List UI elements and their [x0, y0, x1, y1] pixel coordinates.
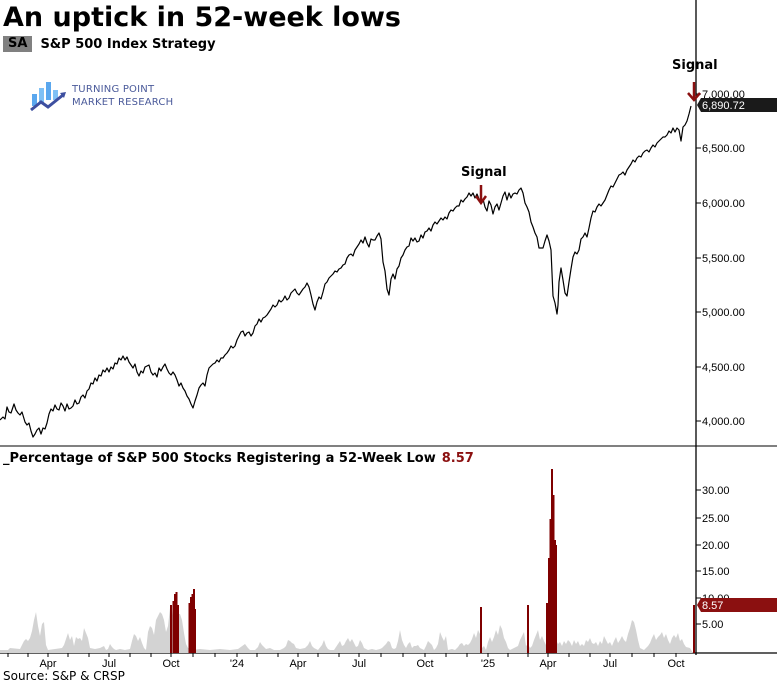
x-label-jul-23: Jul — [102, 658, 116, 670]
x-label-apr-25: Apr — [539, 658, 556, 670]
y-tick-15: 15.00 — [702, 566, 730, 578]
last-value-tag-upper: 6,890.72 — [697, 98, 777, 112]
lows-histogram-gray — [0, 608, 693, 653]
y-tick-4500: 4,500.00 — [702, 362, 745, 374]
x-label-apr-24: Apr — [289, 658, 306, 670]
x-label-oct-25: Oct — [667, 658, 684, 670]
lows-histogram-signal-bars — [170, 469, 695, 653]
last-value-tag-lower: 8.57 — [697, 598, 777, 612]
x-label-jul-24: Jul — [352, 658, 366, 670]
last-value-upper: 6,890.72 — [702, 100, 745, 112]
y-tick-20: 20.00 — [702, 540, 730, 552]
sp500-line — [0, 105, 692, 438]
last-value-lower: 8.57 — [702, 600, 723, 612]
x-label-apr-23: Apr — [39, 658, 56, 670]
y-tick-6500: 6,500.00 — [702, 143, 745, 155]
logo-line-2: MARKET RESEARCH — [72, 97, 174, 108]
logo-chart-icon — [30, 82, 66, 112]
y-tick-5000: 5,000.00 — [702, 307, 745, 319]
y-tick-5500: 5,500.00 — [702, 253, 745, 265]
lower-panel-title: _Percentage of S&P 500 Stocks Registerin… — [3, 451, 474, 466]
x-label-25: '25 — [481, 658, 495, 670]
signal-label-1: Signal — [461, 165, 507, 180]
x-label-oct-24: Oct — [416, 658, 433, 670]
signal-arrow-2 — [687, 82, 701, 102]
upper-y-ticks: 7,000.00 6,500.00 6,000.00 5,500.00 5,00… — [696, 89, 745, 428]
logo-line-1: TURNING POINT — [72, 84, 155, 95]
x-label-jul-25: Jul — [603, 658, 617, 670]
x-labels: Apr Jul Oct '24 Apr Jul Oct '25 Apr Jul … — [39, 658, 684, 670]
y-tick-5: 5.00 — [702, 619, 723, 631]
chart-title: An uptick in 52-week lows — [3, 2, 401, 33]
x-label-oct-23: Oct — [162, 658, 179, 670]
lower-panel-title-text: _Percentage of S&P 500 Stocks Registerin… — [3, 451, 436, 466]
logo: TURNING POINT MARKET RESEARCH — [30, 80, 173, 112]
legend-label: S&P 500 Index Strategy — [40, 36, 216, 52]
y-tick-25: 25.00 — [702, 513, 730, 525]
signal-arrow-1 — [474, 185, 488, 206]
x-label-24: '24 — [230, 658, 244, 670]
x-ticks — [7, 653, 677, 657]
source-note: Source: S&P & CRSP — [3, 669, 125, 683]
y-tick-4000: 4,000.00 — [702, 416, 745, 428]
lower-panel-current-value: 8.57 — [441, 451, 474, 466]
y-tick-30: 30.00 — [702, 485, 730, 497]
legend: SA S&P 500 Index Strategy — [3, 36, 216, 52]
signal-label-2: Signal — [672, 58, 718, 73]
legend-badge: SA — [3, 36, 33, 52]
y-tick-6000: 6,000.00 — [702, 198, 745, 210]
